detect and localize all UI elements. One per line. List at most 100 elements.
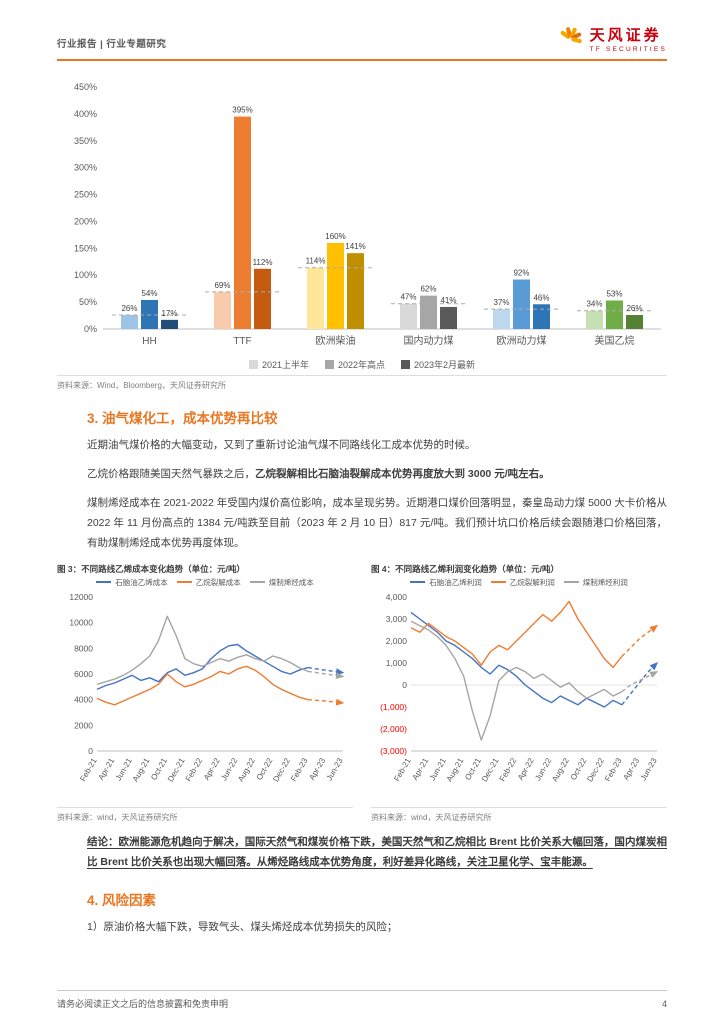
svg-text:54%: 54%: [141, 289, 157, 298]
svg-text:69%: 69%: [214, 281, 230, 290]
svg-text:26%: 26%: [121, 304, 137, 313]
body-paragraph: 1）原油价格大幅下跌，导致气头、煤头烯烃成本优势损失的风险；: [87, 920, 398, 933]
legend-item: 煤制烯烃成本: [249, 577, 314, 588]
figure-4: 图 4：不同路线乙烯利润变化趋势（单位：元/吨） 石脑油乙烯利润 乙烷裂解利润 煤制…: [371, 563, 667, 823]
svg-text:12000: 12000: [69, 592, 93, 602]
svg-text:Feb-23: Feb-23: [289, 756, 310, 783]
page-number: 4: [661, 998, 667, 1009]
section-3-body: 近期油气煤价格的大幅变动，又到了重新讨论油气煤不同路线化工成本优势的时候。 乙烷…: [57, 436, 667, 554]
legend-label: 2023年2月最新: [414, 360, 476, 370]
legend-item: 乙烷裂解利润: [490, 577, 555, 588]
figure-3-source: 资料来源：wind，天风证券研究所: [57, 806, 353, 823]
legend-swatch-icon: [249, 581, 265, 584]
legend-swatch-icon: [96, 581, 112, 584]
svg-text:4,000: 4,000: [386, 592, 408, 602]
legend-item: 2023年2月最新: [401, 358, 475, 371]
legend-label: 2022年高点: [337, 360, 386, 370]
price-change-bar-chart-block: 0% 50% 100% 150% 200% 250% 300% 350% 400% 450% 26%…: [57, 71, 667, 391]
svg-text:Jun-23: Jun-23: [325, 756, 345, 782]
svg-text:Aug-21: Aug-21: [445, 756, 466, 783]
svg-text:200%: 200%: [74, 216, 97, 226]
svg-text:3,000: 3,000: [386, 614, 408, 624]
brand: 天风证券 TF SECURITIES: [557, 24, 667, 53]
svg-text:(1,000): (1,000): [380, 702, 407, 712]
legend-item: 煤制烯烃利润: [563, 577, 628, 588]
header-rule: [57, 59, 667, 61]
svg-text:34%: 34%: [586, 300, 602, 309]
svg-text:26%: 26%: [626, 304, 642, 313]
svg-text:92%: 92%: [513, 269, 529, 278]
svg-text:国内动力煤: 国内动力煤: [404, 334, 454, 347]
figure-3-legend: 石脑油乙烯成本 乙烷裂解成本 煤制烯烃成本: [57, 577, 353, 588]
figure-3-chart-svg: 020004000600080001000012000Feb-21Apr-21J…: [69, 592, 345, 783]
svg-text:250%: 250%: [74, 190, 97, 200]
legend-item: 石脑油乙烯利润: [410, 577, 482, 588]
svg-text:欧洲动力煤: 欧洲动力煤: [497, 334, 547, 347]
section-4-body: 1）原油价格大幅下跌，导致气头、煤头烯烃成本优势损失的风险；: [57, 918, 667, 938]
svg-text:Aug-22: Aug-22: [236, 756, 257, 783]
footer-disclaimer: 请务必阅读正文之后的信息披露和免责申明: [57, 999, 229, 1009]
svg-text:4000: 4000: [74, 694, 93, 704]
svg-text:114%: 114%: [306, 257, 326, 266]
section-3-title: 3. 油气煤化工，成本优势再比较: [87, 411, 278, 426]
svg-text:Feb-22: Feb-22: [498, 756, 519, 783]
svg-text:欧洲柴油: 欧洲柴油: [316, 334, 356, 347]
svg-text:美国乙烷: 美国乙烷: [595, 334, 635, 347]
svg-text:0: 0: [402, 680, 407, 690]
svg-text:2,000: 2,000: [386, 636, 408, 646]
legend-swatch-icon: [324, 360, 334, 369]
legend-label: 乙烷裂解利润: [509, 577, 555, 587]
section-4-title: 4. 风险因素: [87, 892, 157, 908]
legend-swatch-icon: [410, 581, 426, 584]
svg-text:100%: 100%: [74, 270, 97, 280]
paragraph-emphasis: 乙烷裂解相比石脑油裂解成本优势再度放大到 3000 元/吨左右。: [255, 467, 550, 480]
breadcrumb: 行业报告 | 行业专题研究: [57, 39, 167, 50]
legend-label: 石脑油乙烯利润: [429, 577, 482, 587]
page-header: 行业报告 | 行业专题研究 天风证券 TF SECURITIES: [57, 24, 667, 53]
figures-row: 图 3：不同路线乙烯成本变化趋势（单位：元/吨） 石脑油乙烯成本 乙烷裂解成本 煤制…: [57, 563, 667, 823]
legend-swatch-icon: [248, 360, 258, 369]
legend-swatch-icon: [563, 581, 579, 584]
svg-text:1,000: 1,000: [386, 658, 408, 668]
svg-text:Feb-23: Feb-23: [603, 756, 624, 783]
bar-chart-source: 资料来源：Wind，Bloomberg，天风证券研究所: [57, 375, 667, 391]
legend-label: 煤制烯烃利润: [582, 577, 628, 587]
svg-text:37%: 37%: [493, 298, 509, 307]
svg-text:6000: 6000: [74, 669, 93, 679]
legend-label: 石脑油乙烯成本: [115, 577, 168, 587]
svg-text:47%: 47%: [400, 293, 416, 302]
svg-text:62%: 62%: [420, 285, 436, 294]
svg-text:450%: 450%: [74, 82, 97, 92]
svg-text:41%: 41%: [440, 296, 456, 305]
legend-swatch-icon: [176, 581, 192, 584]
svg-text:50%: 50%: [79, 297, 97, 307]
conclusion-block: 结论：欧洲能源危机趋向于解决，国际天然气和煤炭价格下跌，美国天然气和乙烷相比 B…: [57, 833, 667, 873]
body-paragraph: 近期油气煤价格的大幅变动，又到了重新讨论油气煤不同路线化工成本优势的时候。: [87, 439, 476, 451]
svg-text:400%: 400%: [74, 109, 97, 119]
svg-text:17%: 17%: [161, 309, 177, 318]
bar-chart-svg: 0% 50% 100% 150% 200% 250% 300% 350% 400% 450% 26%…: [74, 82, 661, 347]
figure-4-legend: 石脑油乙烯利润 乙烷裂解利润 煤制烯烃利润: [371, 577, 667, 588]
brand-logo-icon: [560, 27, 582, 44]
svg-text:46%: 46%: [533, 293, 549, 302]
svg-text:HH: HH: [142, 336, 156, 347]
svg-text:Aug-21: Aug-21: [131, 756, 152, 783]
svg-text:53%: 53%: [606, 289, 622, 298]
body-paragraph: 煤制烯烃成本在 2021-2022 年受国内煤价高位影响，成本呈现劣势。近期港口…: [87, 496, 667, 549]
svg-text:Feb-21: Feb-21: [392, 756, 413, 783]
conclusion-paragraph: 结论：欧洲能源危机趋向于解决，国际天然气和煤炭价格下跌，美国天然气和乙烷相比 B…: [87, 835, 667, 868]
svg-text:Aug-22: Aug-22: [550, 756, 571, 783]
svg-text:0: 0: [88, 746, 93, 756]
svg-text:10000: 10000: [69, 617, 93, 627]
svg-text:8000: 8000: [74, 643, 93, 653]
svg-text:160%: 160%: [325, 232, 345, 241]
svg-text:395%: 395%: [232, 106, 252, 115]
svg-text:150%: 150%: [74, 243, 97, 253]
figure-4-source: 资料来源：wind，天风证券研究所: [371, 806, 667, 823]
figure-4-chart-svg: 4,000 3,000 2,000 1,000 0 (1,000) (2,000) (3,00…: [380, 592, 659, 783]
svg-text:TTF: TTF: [233, 336, 251, 347]
figure-4-caption: 图 4：不同路线乙烯利润变化趋势（单位：元/吨）: [371, 563, 559, 574]
svg-text:2000: 2000: [74, 720, 93, 730]
brand-text: 天风证券 TF SECURITIES: [590, 24, 667, 53]
